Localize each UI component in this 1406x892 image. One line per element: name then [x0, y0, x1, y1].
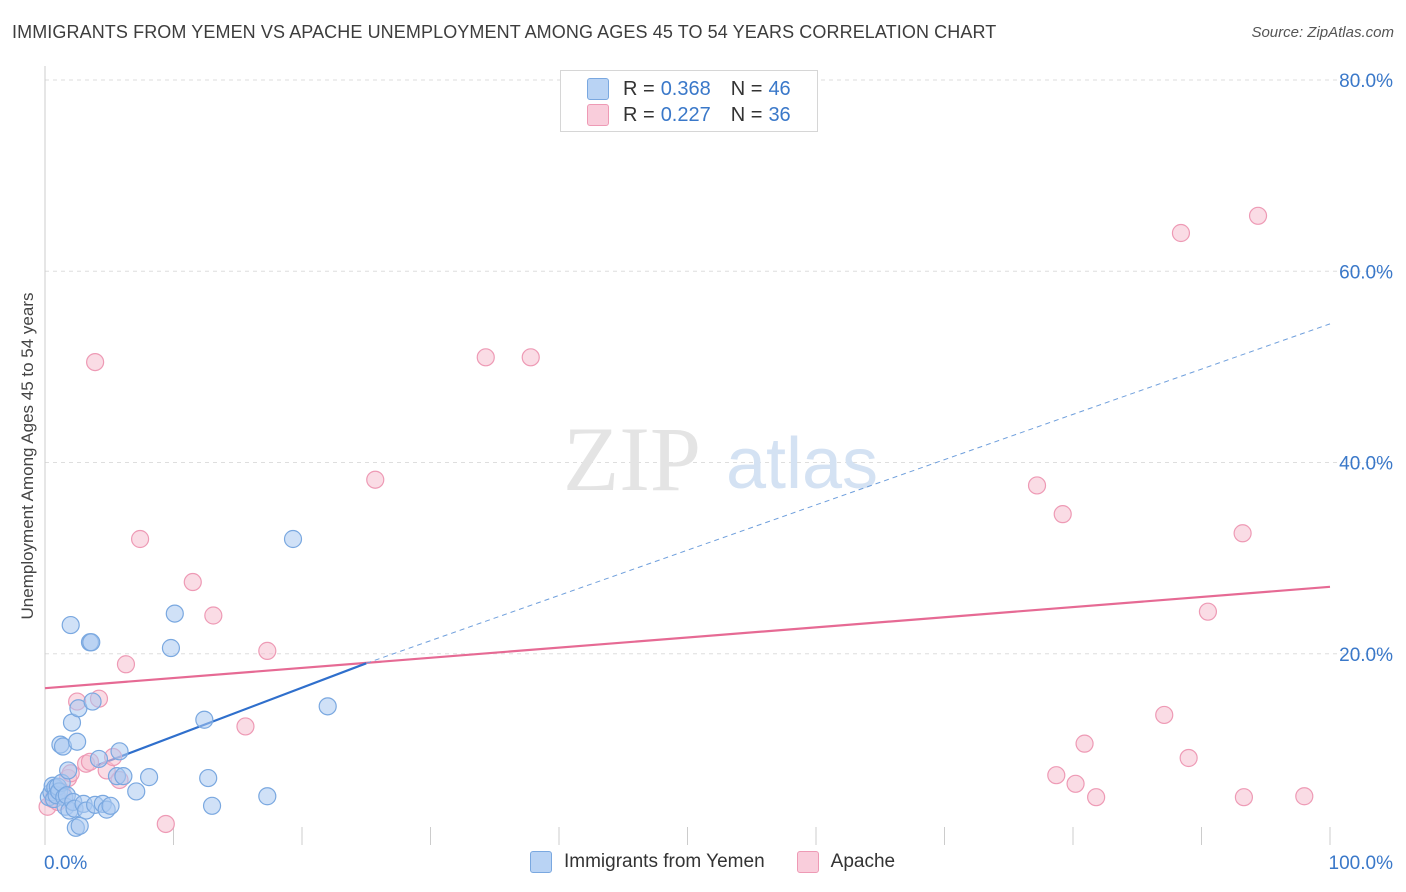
axes — [44, 66, 1331, 845]
apache-point — [1087, 788, 1106, 807]
yemen-point — [258, 787, 277, 806]
apache-swatch — [796, 851, 819, 873]
legend-item-yemen[interactable]: Immigrants from Yemen — [530, 851, 765, 873]
yemen-point — [114, 767, 133, 786]
yemen-point — [110, 742, 129, 761]
r-label: R = — [623, 103, 655, 126]
apache-point — [1047, 766, 1066, 785]
watermark-atlas: atlas — [726, 424, 878, 504]
apache-point — [183, 572, 202, 592]
y-tick-label: 20.0% — [1339, 645, 1393, 666]
yemen-swatch — [530, 851, 552, 873]
yemen-point — [199, 768, 218, 788]
apache-point — [86, 352, 105, 372]
yemen-point — [161, 638, 181, 658]
apache-point — [130, 529, 150, 549]
yemen-point — [283, 529, 303, 549]
r-value: 0.368 — [660, 77, 711, 100]
n-label: N = — [730, 103, 763, 126]
apache-point — [1066, 774, 1085, 793]
n-label: N = — [730, 77, 763, 100]
apache-point — [1155, 705, 1174, 725]
series-legend: Immigrants from Yemen Apache — [530, 851, 927, 873]
apache-point — [476, 348, 495, 367]
yemen-point — [70, 816, 89, 835]
apache-point — [116, 655, 136, 674]
y-tick-label: 80.0% — [1339, 71, 1393, 92]
yemen-point — [82, 633, 101, 652]
apache-point — [1295, 787, 1314, 806]
yemen-point — [318, 697, 337, 716]
yemen-swatch — [587, 78, 609, 100]
source-label: Source: ZipAtlas.com — [1251, 24, 1394, 41]
apache-point — [1233, 524, 1252, 543]
apache-point — [204, 606, 223, 625]
yemen-point — [139, 768, 159, 787]
yemen-point — [202, 796, 222, 815]
chart-title: IMMIGRANTS FROM YEMEN VS APACHE UNEMPLOY… — [12, 22, 997, 42]
yemen-point — [89, 749, 109, 769]
r-label: R = — [623, 77, 655, 100]
apache-swatch — [587, 104, 609, 126]
apache-point — [1248, 206, 1268, 225]
grid — [45, 79, 1392, 655]
apache-point — [1171, 223, 1191, 243]
apache-point — [1198, 602, 1218, 621]
yemen-point — [165, 604, 184, 623]
yemen-point — [59, 761, 78, 780]
stats-legend-row-apache: R = 0.227 N = 36 — [587, 103, 791, 127]
yemen-point — [127, 782, 146, 801]
legend-item-apache[interactable]: Apache — [796, 851, 896, 873]
scatter-points — [38, 206, 1314, 837]
n-value: 46 — [768, 77, 791, 100]
apache-point — [366, 470, 385, 489]
yemen-point — [83, 692, 102, 711]
tick-labels: 20.0% 40.0% 60.0% 80.0% 0.0% 100.0% — [44, 71, 1393, 874]
y-axis-label: Unemployment Among Ages 45 to 54 years — [18, 292, 37, 620]
apache-point — [258, 641, 277, 660]
stats-legend: R = 0.368 N = 46 R = 0.227 N = 36 — [560, 70, 818, 132]
x-tick-label: 100.0% — [1329, 853, 1394, 874]
trendlines — [44, 323, 1331, 767]
apache-point — [1179, 748, 1198, 768]
apache-point — [236, 717, 255, 736]
apache-point — [1075, 734, 1094, 753]
r-value: 0.227 — [660, 103, 711, 126]
apache-point — [521, 348, 540, 367]
apache-point — [1053, 505, 1072, 524]
x-tick-label: 0.0% — [44, 853, 87, 874]
apache-trendline — [44, 585, 1331, 690]
stats-legend-row-yemen: R = 0.368 N = 46 — [587, 77, 791, 101]
apache-point — [1234, 788, 1254, 807]
yemen-trendline — [96, 662, 367, 767]
yemen-point — [68, 732, 87, 751]
apache-point — [1027, 476, 1047, 495]
yemen-point — [195, 710, 214, 729]
yemen-point — [61, 615, 80, 635]
legend-label: Apache — [830, 851, 896, 872]
legend-label: Immigrants from Yemen — [564, 851, 765, 872]
apache-point — [156, 814, 175, 834]
y-tick-label: 40.0% — [1339, 454, 1393, 475]
y-tick-label: 60.0% — [1339, 262, 1393, 283]
yemen-point — [101, 796, 120, 815]
watermark-zip: ZIP — [563, 408, 701, 510]
n-value: 36 — [768, 103, 791, 126]
